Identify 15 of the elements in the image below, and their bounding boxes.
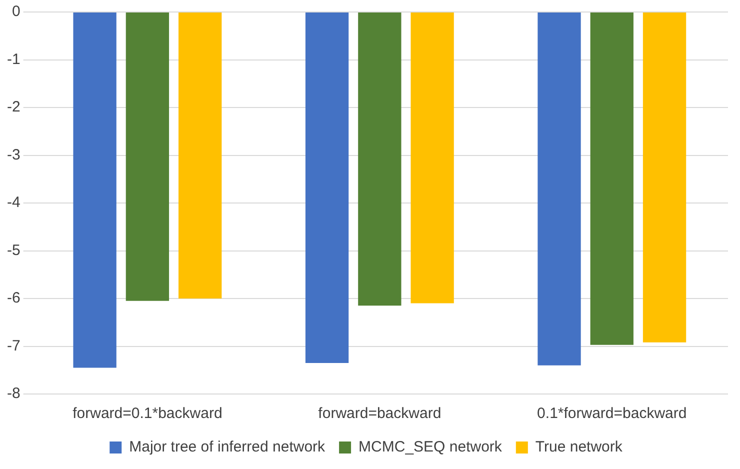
legend-label: Major tree of inferred network [129, 438, 326, 456]
y-tick-label: -2 [6, 98, 20, 116]
y-tick-label: -4 [6, 194, 20, 212]
y-tick-label: -6 [6, 290, 20, 307]
legend-label: MCMC_SEQ network [358, 438, 502, 456]
x-tick-label: forward=backward [318, 405, 442, 422]
y-tick-label: 0 [12, 3, 20, 20]
x-tick-label: forward=0.1*backward [72, 405, 222, 422]
y-tick-label: -3 [6, 146, 20, 164]
y-tick-label: -1 [6, 50, 20, 68]
y-tick-label: -7 [6, 337, 20, 354]
y-tick-label: -8 [6, 385, 20, 402]
legend-label: True network [535, 438, 623, 456]
x-tick-label: 0.1*forward=backward [537, 405, 687, 422]
y-tick-label: -5 [6, 242, 20, 259]
